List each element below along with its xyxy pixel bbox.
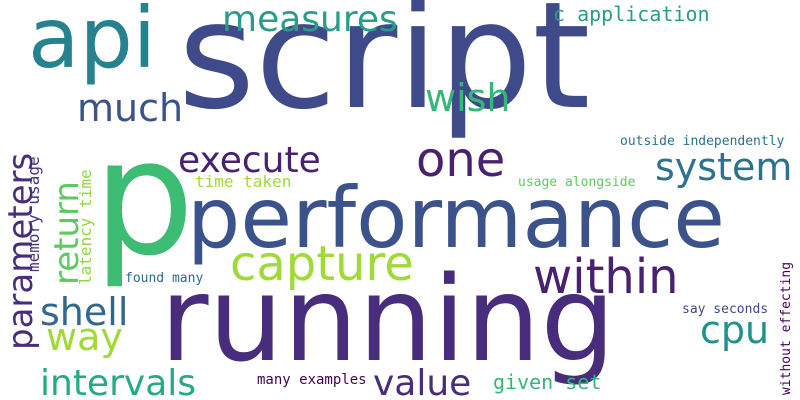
word-capture: capture	[230, 236, 414, 292]
word-one: one	[416, 132, 506, 188]
word-latency-time: latency time	[76, 169, 95, 285]
word-wish: wish	[425, 76, 511, 120]
word-intervals: intervals	[40, 363, 197, 400]
word-usage-alongside: usage alongside	[518, 175, 636, 190]
word-found-many: found many	[125, 271, 204, 286]
word-shell: shell	[40, 290, 129, 334]
word-measures: measures	[222, 0, 398, 40]
word-outside-independently: outside independently	[620, 134, 785, 149]
word-performance: performance	[187, 169, 725, 267]
word-say-seconds: say seconds	[682, 302, 769, 317]
word-execute: execute	[178, 140, 321, 181]
word-much: much	[77, 86, 184, 130]
word-cpu: cpu	[700, 308, 770, 352]
word-api: api	[28, 0, 157, 87]
word-value: value	[373, 363, 472, 400]
word-way: way	[46, 315, 123, 359]
word-running: running	[160, 250, 616, 388]
word-script: script	[178, 0, 591, 142]
word-many-examples: many examples	[257, 372, 367, 388]
word-c-application: c application	[553, 2, 710, 26]
word-given-set: given set	[493, 370, 602, 394]
word-within: within	[533, 249, 679, 305]
word-memory-usage: memory usage	[24, 156, 43, 272]
word-time-taken: time taken	[195, 172, 292, 191]
word-without-effecting: without effecting	[779, 261, 794, 395]
word-system: system	[655, 145, 793, 189]
word-p: p	[93, 104, 195, 291]
